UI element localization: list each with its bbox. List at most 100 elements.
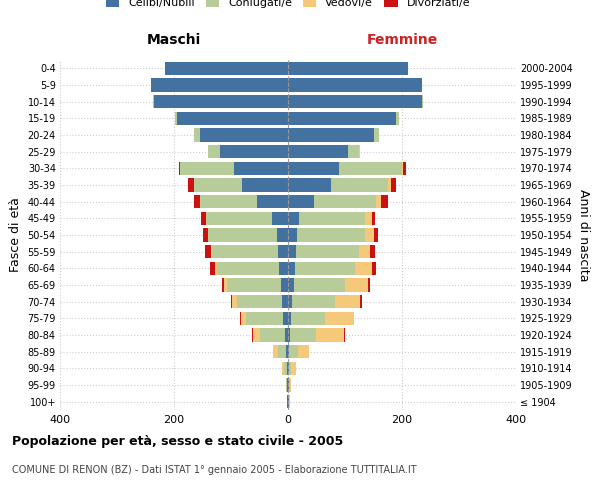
Bar <box>242 178 288 192</box>
Bar <box>316 328 344 342</box>
Bar <box>180 162 234 175</box>
Bar <box>211 245 212 258</box>
Bar <box>247 312 283 325</box>
Bar <box>290 328 316 342</box>
Text: Femmine: Femmine <box>367 32 437 46</box>
Bar <box>287 362 288 375</box>
Bar <box>203 228 208 241</box>
Bar <box>288 295 292 308</box>
Bar <box>179 162 180 175</box>
Bar <box>151 78 288 92</box>
Bar <box>373 228 378 241</box>
Bar <box>288 345 289 358</box>
Bar <box>373 128 379 141</box>
Bar <box>281 278 288 291</box>
Bar <box>289 378 290 392</box>
Legend: Celibi/Nubili, Coniugati/e, Vedovi/e, Divorziati/e: Celibi/Nubili, Coniugati/e, Vedovi/e, Di… <box>101 0 475 12</box>
Bar <box>289 362 292 375</box>
Bar <box>175 112 177 125</box>
Bar <box>365 228 373 241</box>
Bar <box>234 162 288 175</box>
Bar <box>202 212 206 225</box>
Bar <box>208 228 277 241</box>
Bar <box>288 178 331 192</box>
Bar <box>355 262 372 275</box>
Bar <box>188 178 194 192</box>
Bar <box>286 378 287 392</box>
Bar <box>345 278 368 291</box>
Bar <box>288 95 422 108</box>
Bar <box>241 312 247 325</box>
Bar <box>288 278 294 291</box>
Bar <box>361 295 362 308</box>
Bar <box>288 328 290 342</box>
Bar <box>403 162 406 175</box>
Bar <box>370 245 374 258</box>
Bar <box>283 362 284 375</box>
Bar <box>348 145 359 158</box>
Bar <box>200 128 288 141</box>
Bar <box>231 295 232 308</box>
Bar <box>288 245 296 258</box>
Bar <box>260 328 285 342</box>
Bar <box>368 278 370 291</box>
Bar <box>331 178 388 192</box>
Bar <box>257 195 288 208</box>
Bar <box>289 345 298 358</box>
Bar <box>422 95 423 108</box>
Bar <box>272 212 288 225</box>
Bar <box>298 345 309 358</box>
Bar <box>391 178 397 192</box>
Bar <box>208 145 220 158</box>
Bar <box>359 245 370 258</box>
Bar <box>286 345 288 358</box>
Bar <box>177 112 288 125</box>
Bar <box>296 245 359 258</box>
Bar <box>215 262 217 275</box>
Bar <box>224 278 227 291</box>
Bar <box>291 312 325 325</box>
Bar <box>288 195 314 208</box>
Bar <box>280 262 288 275</box>
Bar <box>288 262 295 275</box>
Bar <box>397 112 398 125</box>
Bar <box>212 245 278 258</box>
Bar <box>288 112 397 125</box>
Bar <box>376 195 381 208</box>
Bar <box>372 212 374 225</box>
Bar <box>290 378 291 392</box>
Bar <box>288 78 422 92</box>
Bar <box>292 362 296 375</box>
Bar <box>288 162 340 175</box>
Bar <box>325 312 353 325</box>
Bar <box>200 195 257 208</box>
Bar <box>223 278 224 291</box>
Bar <box>288 312 291 325</box>
Bar <box>220 145 288 158</box>
Bar <box>294 278 345 291</box>
Bar <box>236 295 283 308</box>
Bar <box>288 212 299 225</box>
Bar <box>296 228 365 241</box>
Bar <box>288 62 408 75</box>
Bar <box>314 195 376 208</box>
Bar <box>153 95 154 108</box>
Bar <box>340 162 402 175</box>
Bar <box>206 212 272 225</box>
Text: Maschi: Maschi <box>147 32 201 46</box>
Bar <box>154 95 288 108</box>
Bar <box>227 278 281 291</box>
Bar <box>217 262 280 275</box>
Bar <box>253 328 260 342</box>
Bar <box>381 195 388 208</box>
Text: COMUNE DI RENON (BZ) - Dati ISTAT 1° gennaio 2005 - Elaborazione TUTTITALIA.IT: COMUNE DI RENON (BZ) - Dati ISTAT 1° gen… <box>12 465 416 475</box>
Bar <box>335 295 361 308</box>
Bar <box>388 178 391 192</box>
Bar <box>194 128 200 141</box>
Bar <box>402 162 403 175</box>
Bar <box>194 195 200 208</box>
Y-axis label: Anni di nascita: Anni di nascita <box>577 188 590 281</box>
Bar <box>273 345 278 358</box>
Bar <box>283 312 288 325</box>
Bar <box>365 212 372 225</box>
